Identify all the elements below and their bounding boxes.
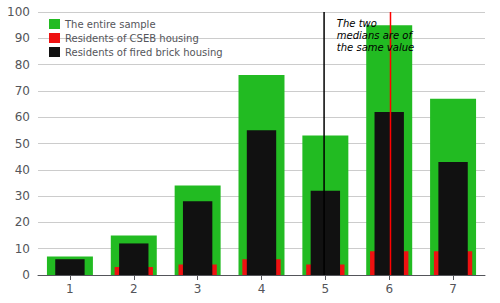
svg-text:100: 100 — [7, 5, 30, 19]
svg-text:60: 60 — [15, 110, 30, 124]
svg-text:50: 50 — [15, 137, 30, 151]
svg-text:2: 2 — [130, 282, 138, 296]
svg-text:the same value: the same value — [337, 42, 414, 53]
svg-text:30: 30 — [15, 189, 30, 203]
svg-text:80: 80 — [15, 58, 30, 72]
svg-text:10: 10 — [15, 242, 30, 256]
svg-text:70: 70 — [15, 84, 30, 98]
svg-text:40: 40 — [15, 163, 30, 177]
svg-text:90: 90 — [15, 31, 30, 45]
svg-text:5: 5 — [322, 282, 330, 296]
svg-text:3: 3 — [194, 282, 202, 296]
svg-text:The entire sample: The entire sample — [64, 19, 156, 30]
svg-text:Residents of fired brick housi: Residents of fired brick housing — [65, 47, 223, 58]
svg-text:4: 4 — [258, 282, 266, 296]
svg-text:20: 20 — [15, 215, 30, 229]
svg-text:6: 6 — [385, 282, 393, 296]
svg-text:The two: The two — [337, 18, 377, 29]
svg-text:7: 7 — [449, 282, 457, 296]
svg-text:medians are of: medians are of — [337, 30, 414, 41]
svg-text:Residents of CSEB housing: Residents of CSEB housing — [65, 33, 199, 44]
svg-text:1: 1 — [66, 282, 74, 296]
svg-text:0: 0 — [22, 268, 30, 282]
